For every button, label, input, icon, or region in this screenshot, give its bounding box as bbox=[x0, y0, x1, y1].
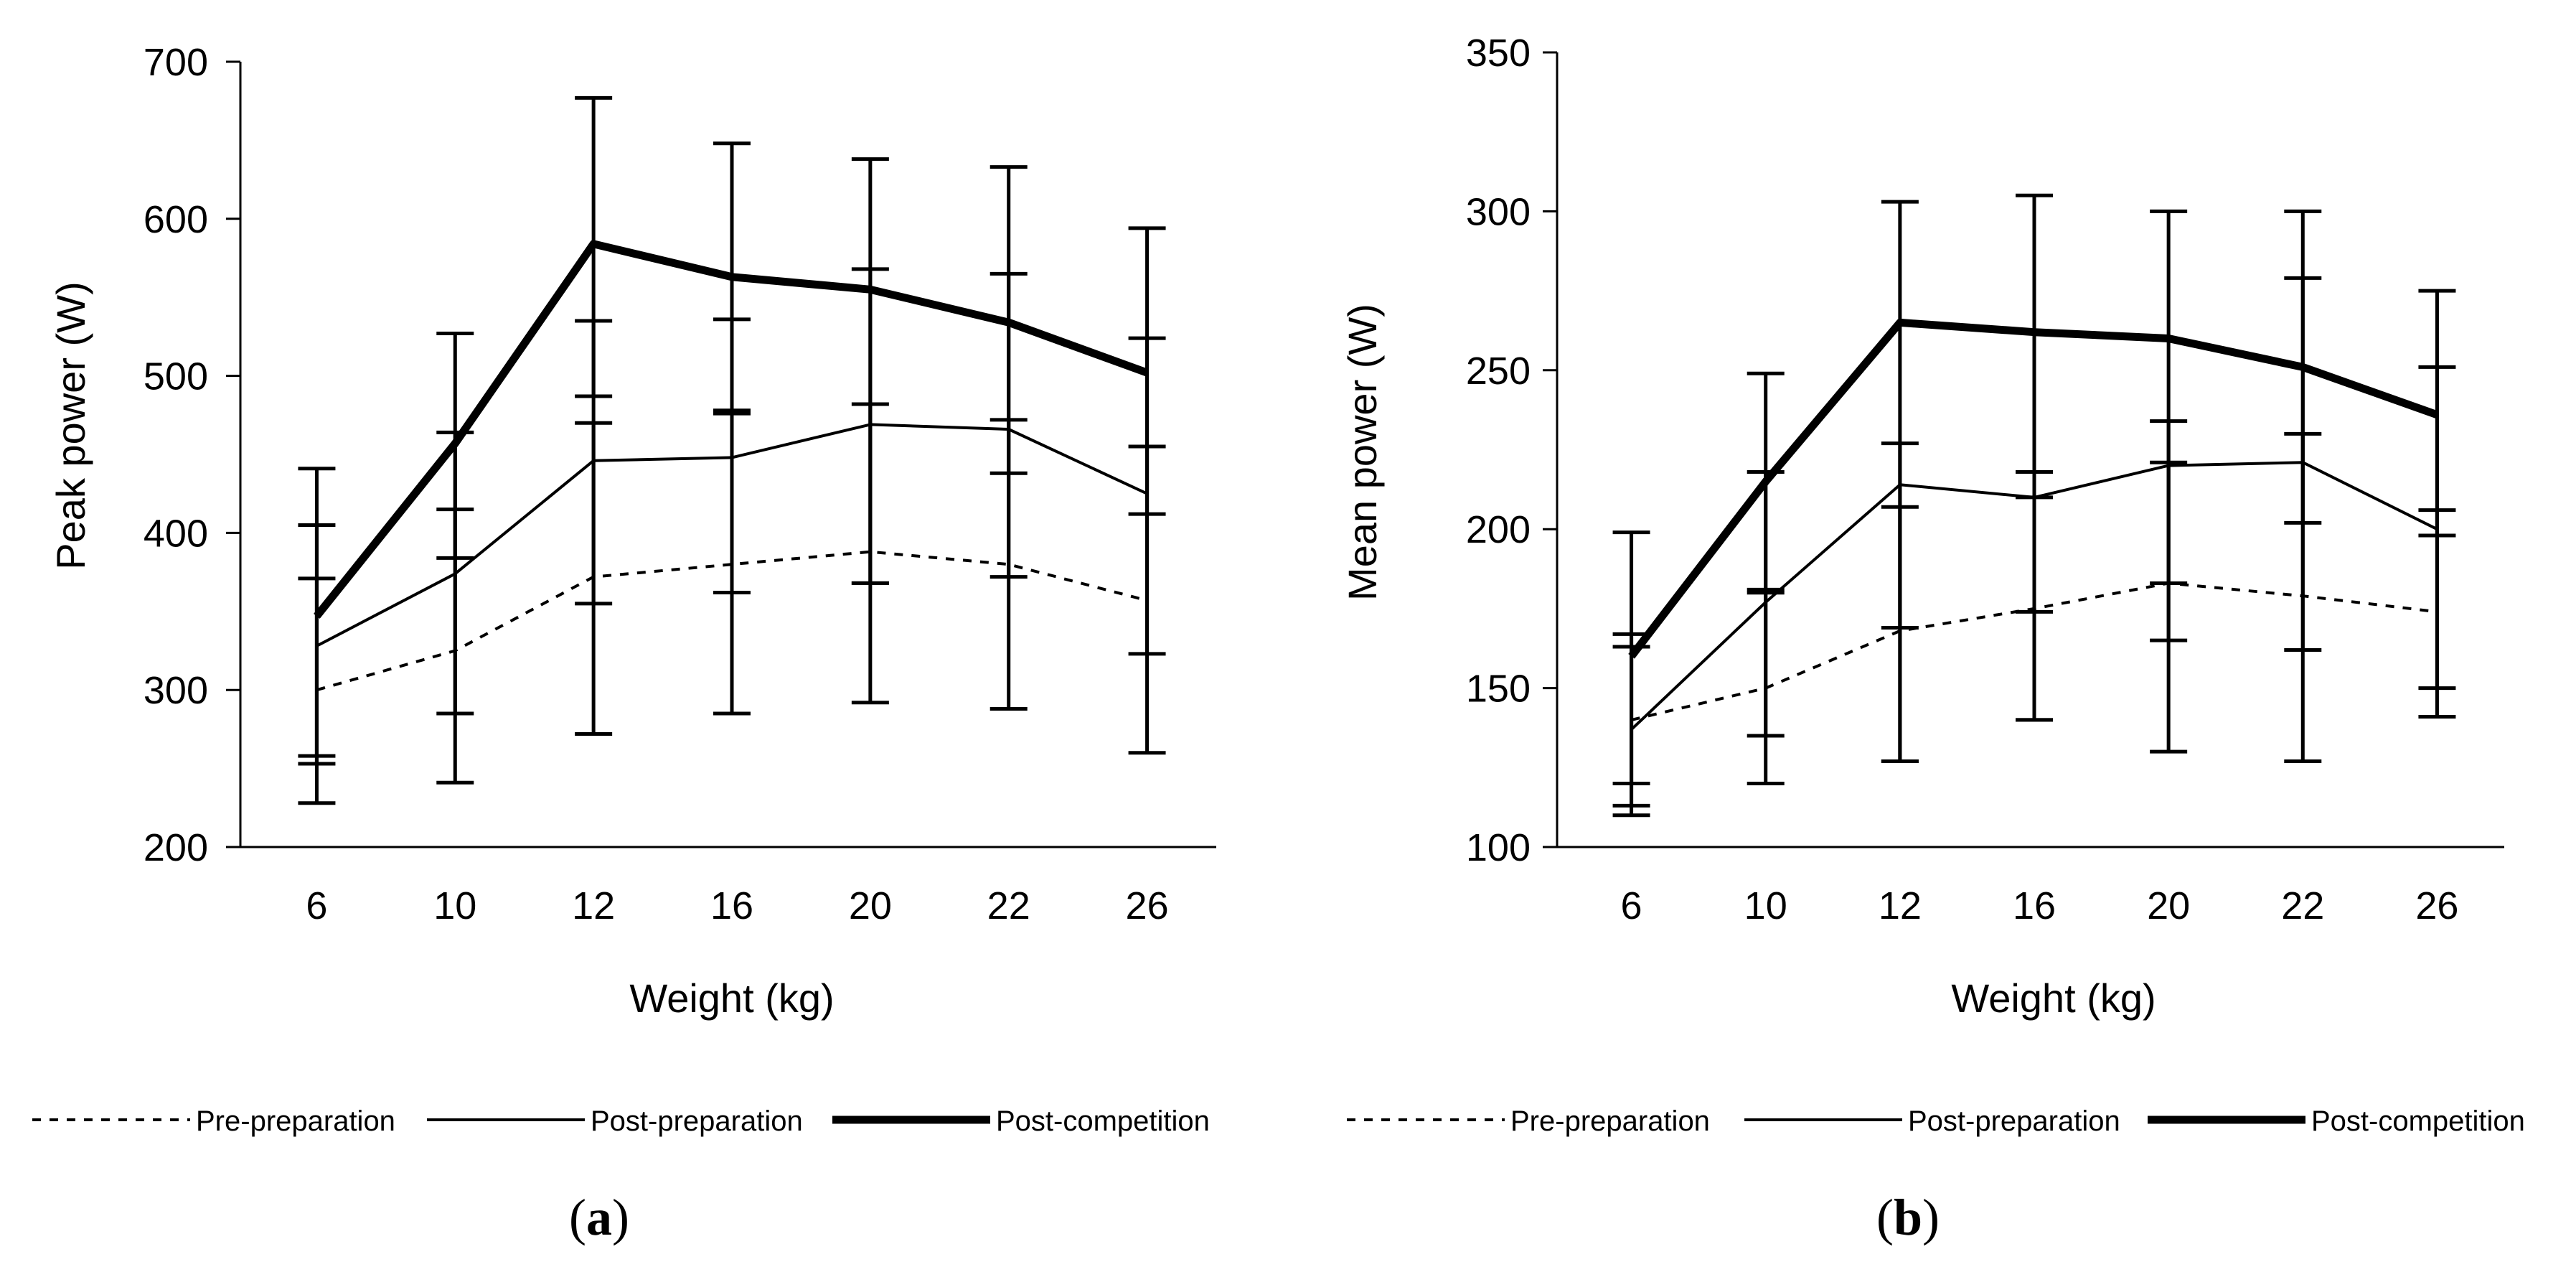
legend-label: Pre-preparation bbox=[1510, 1105, 1710, 1137]
y-axis-label: Peak power (W) bbox=[48, 281, 93, 569]
y-tick-label: 100 bbox=[1466, 826, 1531, 869]
mean-power-chart: 100 150 200 250 300 350 6 10 12 16 20 22 26 Mean pow… bbox=[1340, 32, 2525, 1137]
x-tick-label: 26 bbox=[2415, 884, 2458, 927]
panel-caption-b: (b) bbox=[1876, 1189, 1940, 1246]
y-tick-label: 500 bbox=[144, 355, 208, 398]
x-tick-label: 22 bbox=[2281, 884, 2324, 927]
legend-label: Post-competition bbox=[2311, 1105, 2525, 1137]
x-tick-label: 6 bbox=[306, 884, 327, 927]
x-tick-label: 10 bbox=[433, 884, 476, 927]
x-axis-label: Weight (kg) bbox=[629, 976, 834, 1021]
panel-caption-a: (a) bbox=[569, 1189, 629, 1246]
x-tick-label: 10 bbox=[1744, 884, 1787, 927]
y-tick-label: 300 bbox=[1466, 190, 1531, 233]
x-tick-label: 22 bbox=[987, 884, 1030, 927]
legend-label: Post-preparation bbox=[1908, 1105, 2120, 1137]
y-tick-label: 700 bbox=[144, 41, 208, 84]
legend-label: Post-preparation bbox=[591, 1105, 803, 1137]
x-tick-label: 20 bbox=[849, 884, 892, 927]
legend-label: Post-competition bbox=[996, 1105, 1210, 1137]
legend-b: Pre-preparation Post-preparation Post-comp… bbox=[1347, 1105, 2525, 1137]
x-tick-label: 26 bbox=[1126, 884, 1169, 927]
y-axis-label: Mean power (W) bbox=[1340, 304, 1385, 601]
y-tick-label: 350 bbox=[1466, 32, 1531, 75]
plot-area-b: 100 150 200 250 300 350 6 10 12 16 20 22 26 bbox=[1466, 32, 2504, 927]
y-tick-label: 400 bbox=[144, 512, 208, 555]
y-tick-label: 150 bbox=[1466, 668, 1531, 711]
x-tick-label: 16 bbox=[710, 884, 753, 927]
legend-a: Pre-preparation Post-preparation Post-comp… bbox=[32, 1105, 1210, 1137]
x-axis-label: Weight (kg) bbox=[1951, 976, 2156, 1021]
legend-label: Pre-preparation bbox=[196, 1105, 395, 1137]
chart-panel-b: 100 150 200 250 300 350 6 10 12 16 20 22 26 Mean pow… bbox=[1288, 0, 2576, 1277]
peak-power-chart: 200 300 400 500 600 700 6 10 12 16 20 22 26 Peak pow… bbox=[32, 41, 1216, 1137]
chart-panel-a: 200 300 400 500 600 700 6 10 12 16 20 22 26 Peak pow… bbox=[32, 41, 1216, 1246]
y-tick-label: 200 bbox=[1466, 508, 1531, 551]
x-tick-label: 16 bbox=[2013, 884, 2056, 927]
x-tick-label: 6 bbox=[1621, 884, 1642, 927]
y-tick-label: 600 bbox=[144, 198, 208, 241]
x-tick-label: 20 bbox=[2147, 884, 2190, 927]
y-tick-label: 200 bbox=[144, 826, 208, 869]
y-tick-label: 250 bbox=[1466, 350, 1531, 393]
x-tick-label: 12 bbox=[1879, 884, 1922, 927]
x-tick-label: 12 bbox=[572, 884, 615, 927]
plot-area-a: 200 300 400 500 600 700 6 10 12 16 20 22 26 bbox=[144, 41, 1216, 927]
y-tick-label: 300 bbox=[144, 669, 208, 712]
